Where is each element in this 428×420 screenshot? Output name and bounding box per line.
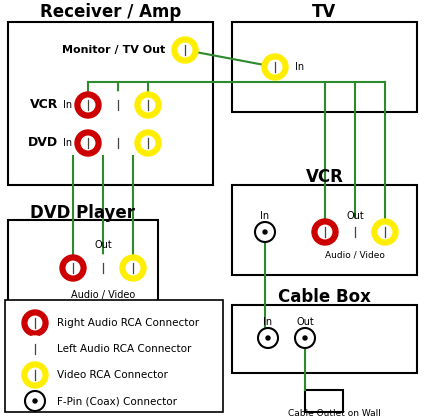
Circle shape [75, 130, 101, 156]
Text: In: In [63, 100, 72, 110]
Text: F-Pin (Coax) Connector: F-Pin (Coax) Connector [57, 396, 177, 406]
Circle shape [141, 98, 155, 112]
Circle shape [172, 37, 198, 63]
Circle shape [378, 225, 392, 239]
Circle shape [348, 225, 362, 239]
Text: Left Audio RCA Connector: Left Audio RCA Connector [57, 344, 191, 354]
Text: DVD Player: DVD Player [30, 204, 136, 222]
Circle shape [135, 92, 161, 118]
Bar [232, 185, 417, 275]
Circle shape [22, 362, 48, 388]
Circle shape [81, 136, 95, 150]
Text: Receiver / Amp: Receiver / Amp [40, 3, 181, 21]
Circle shape [178, 43, 192, 57]
Text: In: In [260, 211, 270, 221]
Text: Right Audio RCA Connector: Right Audio RCA Connector [57, 318, 199, 328]
Circle shape [135, 130, 161, 156]
Circle shape [90, 255, 116, 281]
Text: Audio / Video: Audio / Video [325, 250, 385, 259]
Circle shape [255, 222, 275, 242]
Circle shape [258, 328, 278, 348]
Circle shape [105, 92, 131, 118]
Circle shape [33, 399, 37, 403]
Text: Cable Outlet on Wall: Cable Outlet on Wall [288, 409, 380, 418]
Text: DVD: DVD [28, 136, 58, 150]
Text: In: In [295, 62, 304, 72]
Circle shape [318, 225, 332, 239]
Circle shape [28, 368, 42, 382]
Text: Out: Out [296, 317, 314, 327]
Circle shape [126, 261, 140, 275]
Circle shape [120, 255, 146, 281]
Circle shape [266, 336, 270, 340]
Text: Video RCA Connector: Video RCA Connector [57, 370, 168, 380]
Text: VCR: VCR [306, 168, 343, 186]
Circle shape [96, 261, 110, 275]
Circle shape [111, 136, 125, 150]
Circle shape [60, 255, 86, 281]
Text: VCR: VCR [30, 99, 58, 111]
Text: Out: Out [94, 240, 112, 250]
Text: Out: Out [346, 211, 364, 221]
Circle shape [81, 98, 95, 112]
Circle shape [22, 310, 48, 336]
Circle shape [312, 219, 338, 245]
Bar [8, 220, 158, 315]
Text: In: In [264, 317, 273, 327]
Circle shape [105, 130, 131, 156]
Circle shape [141, 136, 155, 150]
Bar [5, 300, 223, 412]
Circle shape [262, 54, 288, 80]
Bar [232, 22, 417, 112]
Circle shape [66, 261, 80, 275]
Circle shape [268, 60, 282, 74]
Text: In: In [63, 138, 72, 148]
Bar [305, 390, 343, 412]
Circle shape [111, 98, 125, 112]
Text: Audio / Video: Audio / Video [71, 290, 135, 300]
Circle shape [372, 219, 398, 245]
Text: Monitor / TV Out: Monitor / TV Out [62, 45, 165, 55]
Circle shape [22, 336, 48, 362]
Text: TV: TV [312, 3, 337, 21]
Circle shape [25, 391, 45, 411]
Circle shape [295, 328, 315, 348]
Circle shape [28, 316, 42, 330]
Circle shape [28, 342, 42, 356]
Bar [8, 22, 213, 185]
Circle shape [75, 92, 101, 118]
Circle shape [303, 336, 307, 340]
Circle shape [263, 230, 267, 234]
Text: Cable Box: Cable Box [278, 288, 371, 306]
Bar [232, 305, 417, 373]
Circle shape [342, 219, 368, 245]
